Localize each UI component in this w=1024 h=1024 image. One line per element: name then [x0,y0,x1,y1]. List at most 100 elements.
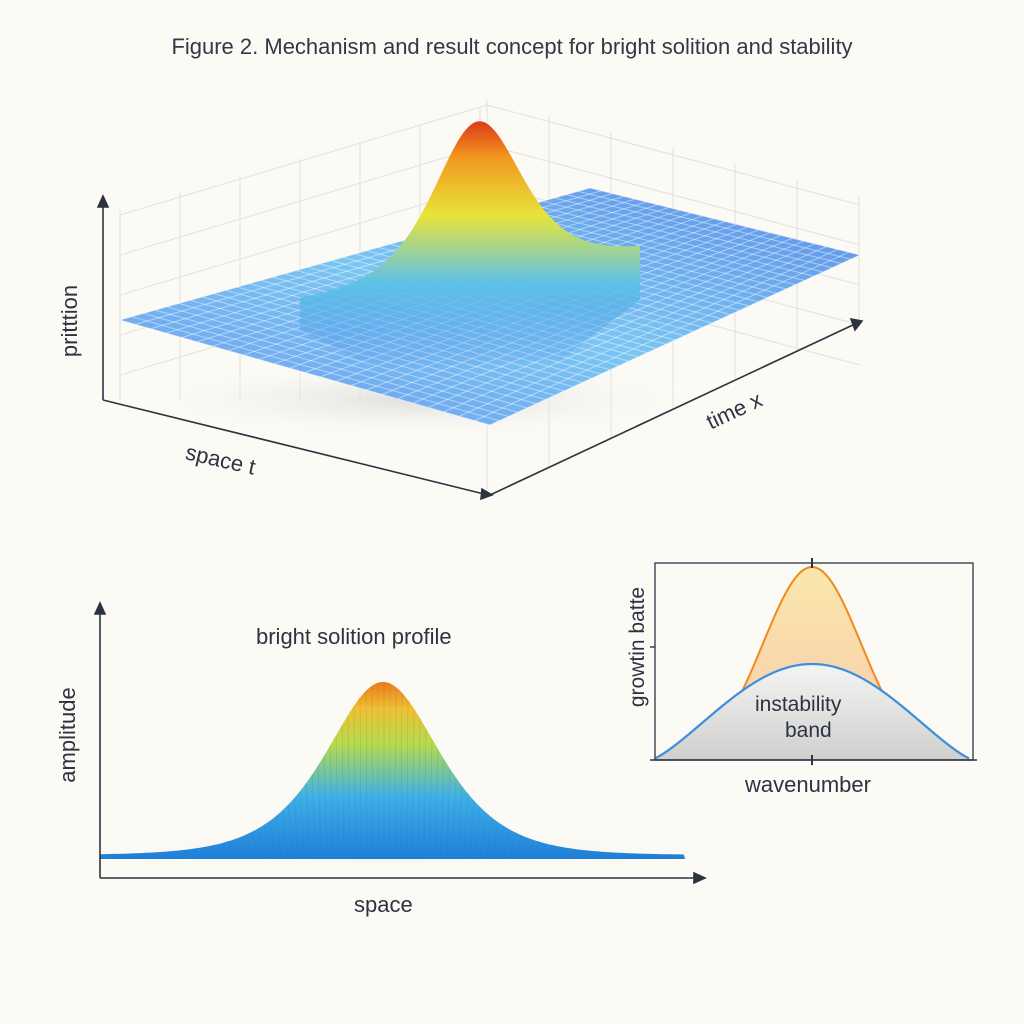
profile-mesh-line [131,853,145,859]
profile-mesh-line [571,849,583,859]
x-axis-arrow [480,487,494,501]
profile-mesh-line [486,817,493,859]
profile-mesh-line [509,832,517,859]
profile-mesh-line [566,848,577,859]
profile-mesh-line [101,853,117,859]
profile-x-label: space [354,892,413,917]
profile-mesh-line [474,806,481,859]
profile-mesh-line [606,852,619,859]
profile-mesh-line [668,854,685,859]
profile-mesh-line [480,812,487,859]
profile-mesh-line [137,852,151,859]
profile-mesh-line [531,841,541,859]
profile-mesh-line [185,849,197,859]
surface-z-label: pritttion [57,284,82,358]
profile-mesh-line [269,820,276,859]
profile-mesh-line [371,685,373,859]
profile-mesh-line [173,850,185,859]
profile-mesh-line [113,853,128,859]
profile-mesh-line [406,700,409,859]
profile-plot [93,601,707,885]
mesh-line [166,306,528,409]
amplitude-axis-arrow [93,601,107,615]
profile-mesh-line [347,715,351,859]
instability-band-region [655,664,970,760]
profile-mesh-line [503,829,511,859]
profile-mesh-line [651,853,667,859]
profile-mesh-line [634,853,649,859]
mesh-line [474,251,849,422]
instability-x-label: wavenumber [745,772,871,797]
band-label-line1: instability [755,693,842,716]
profile-mesh-line [221,842,231,859]
profile-mesh-line [434,749,439,859]
profile-mesh-line [107,853,122,859]
profile-mesh-line [329,745,333,859]
profile-mesh-line [311,774,316,859]
band-edge-curve [654,662,970,760]
mesh-line [578,190,851,260]
figure-title: Figure 2. Mechanism and result concept f… [171,34,853,59]
mesh-line [428,243,816,408]
profile-mesh-line [611,852,625,859]
profile-mesh-line [227,841,237,859]
profile-mesh-line [646,853,661,859]
profile-mesh-line [617,852,631,859]
profile-mesh-line [323,755,328,859]
mesh-line [489,254,861,426]
profile-mesh-line [143,852,157,859]
profile-mesh-line [657,854,673,859]
profile-mesh-line [281,810,288,859]
profile-mesh-line [191,848,202,859]
profile-mesh-line [520,837,529,859]
profile-mesh-line [197,847,208,859]
back-grid-line [119,184,488,296]
profile-mesh-line [257,828,265,859]
profile-mesh-line [452,777,457,859]
profile-mesh-line [446,768,451,859]
profile-mesh-line [623,853,637,859]
profile-mesh-line [429,738,433,859]
back-grid-line [119,104,488,216]
profile-mesh-line [497,826,505,859]
profile-mesh-line [209,845,219,859]
profile-mesh-line [263,824,271,859]
profile-mesh-line [305,783,311,859]
profile-mesh-line [287,804,294,859]
profile-mesh-line [588,851,601,859]
space-axis-arrow [693,871,707,885]
profile-mesh-line [317,765,322,859]
profile-mesh-line [537,843,547,859]
mesh-line [119,319,491,426]
profile-mesh-line [125,853,139,859]
z-axis-arrow [96,194,110,208]
y-axis-arrow [849,317,864,332]
profile-axes [93,601,707,885]
profile-mesh-line [233,839,242,859]
profile-mesh-line [239,837,248,859]
profile-mesh-line [149,852,162,859]
profile-mesh-line [640,853,655,859]
profile-mesh-line [155,852,168,859]
mesh-line [143,312,509,417]
profile-mesh-line [663,854,679,859]
band-label-line2: band [785,719,832,742]
soliton-profile-curve [100,682,685,859]
profile-mesh-line [119,853,134,859]
soliton-peak [300,121,640,370]
profile-mesh-line [514,835,523,859]
profile-mesh-line [554,847,565,859]
profile-mesh-line [549,846,559,859]
profile-mesh-line [412,708,415,859]
profile-mesh-line [359,697,362,859]
mesh-line [531,204,814,277]
profile-mesh-line [215,844,225,859]
profile-mesh-line [491,822,499,859]
profile-mesh-line [179,850,191,859]
profile-mesh-line [341,725,345,859]
profile-mesh-line [600,852,613,859]
profile-mesh-line [203,846,214,859]
profile-mesh-line [469,800,475,859]
